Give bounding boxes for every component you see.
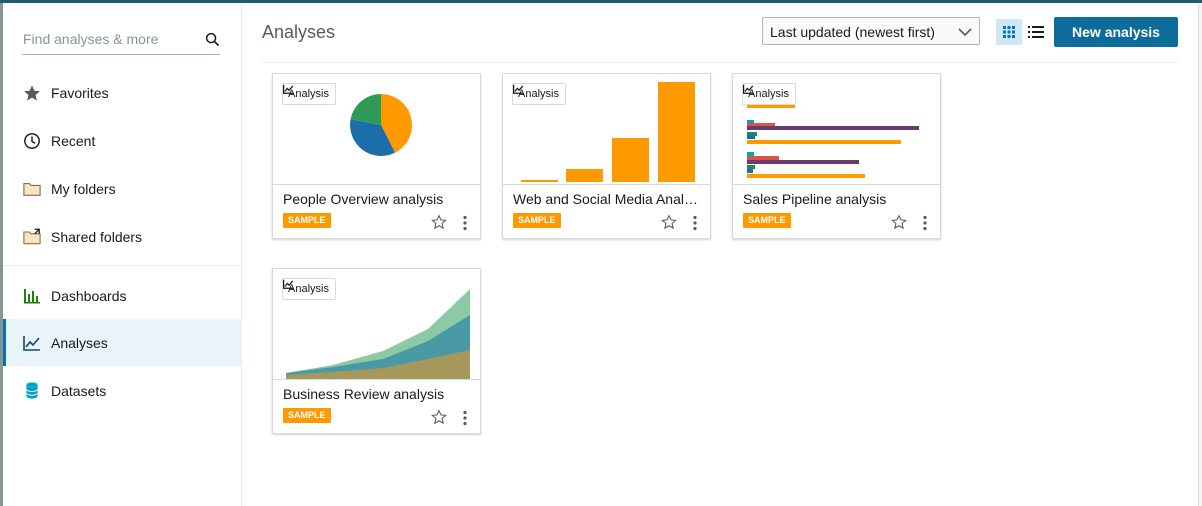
analysis-card[interactable]: Analysis People Overview analysis SAMPLE <box>272 73 481 239</box>
window-left-edge <box>0 3 3 506</box>
new-analysis-button[interactable]: New analysis <box>1054 17 1178 47</box>
card-title[interactable]: People Overview analysis <box>283 191 444 207</box>
sidebar-item-dashboards[interactable]: Dashboards <box>3 272 241 319</box>
sidebar-item-label: Analyses <box>51 334 108 351</box>
more-options-icon[interactable] <box>458 215 472 231</box>
chevron-down-icon <box>958 28 972 37</box>
search-icon[interactable] <box>205 32 220 47</box>
sidebar-item-label: Dashboards <box>51 287 127 304</box>
pie-chart-thumbnail <box>350 94 412 156</box>
header-divider <box>262 62 1178 63</box>
sidebar-item-recent[interactable]: Recent <box>3 117 241 164</box>
sidebar-item-label: Datasets <box>51 382 107 399</box>
card-title[interactable]: Business Review analysis <box>283 386 445 402</box>
sidebar-item-favorites[interactable]: Favorites <box>3 69 241 116</box>
analysis-card[interactable]: Analysis Sales Pipeline analysis SAMPLE <box>732 73 941 239</box>
sidebar-item-label: Favorites <box>51 84 109 101</box>
clock-icon <box>22 131 42 151</box>
sort-select[interactable]: Last updated (newest first) <box>762 17 980 45</box>
grid-icon <box>1003 26 1015 38</box>
sidebar-item-label: My folders <box>51 180 116 197</box>
sidebar-item-label: Recent <box>51 132 96 149</box>
tag-label: Analysis <box>518 88 559 100</box>
analysis-tag: Analysis <box>512 83 566 105</box>
page-title: Analyses <box>262 22 336 42</box>
analysis-icon <box>283 279 294 289</box>
grid-view-toggle[interactable] <box>996 19 1022 45</box>
card-thumbnail: Analysis <box>273 269 480 380</box>
analysis-icon <box>22 333 42 353</box>
analysis-card[interactable]: Analysis Web and Social Media Analysis S… <box>502 73 711 239</box>
sidebar: Find analyses & more Favorites Recent My… <box>3 3 242 506</box>
card-title[interactable]: Sales Pipeline analysis <box>743 191 887 207</box>
analysis-tag: Analysis <box>282 278 336 300</box>
sort-select-value: Last updated (newest first) <box>770 24 935 40</box>
database-icon <box>22 381 42 401</box>
more-options-icon[interactable] <box>458 410 472 426</box>
sidebar-item-analyses[interactable]: Analyses <box>3 319 241 366</box>
tag-label: Analysis <box>748 88 789 100</box>
sample-badge: SAMPLE <box>283 408 331 423</box>
folder-icon <box>22 179 42 199</box>
analysis-icon <box>513 84 524 94</box>
more-options-icon[interactable] <box>688 215 702 231</box>
card-title[interactable]: Web and Social Media Analysis <box>513 191 701 207</box>
search-field[interactable]: Find analyses & more <box>22 30 220 55</box>
tag-label: Analysis <box>288 88 329 100</box>
favorite-star-icon[interactable] <box>661 214 677 230</box>
area-chart-thumbnail <box>286 289 470 379</box>
dashboard-icon <box>22 286 42 306</box>
card-thumbnail: Analysis <box>273 74 480 185</box>
analysis-tag: Analysis <box>282 83 336 105</box>
card-thumbnail: Analysis <box>733 74 940 185</box>
bar-chart-thumbnail <box>521 82 695 182</box>
more-options-icon[interactable] <box>918 215 932 231</box>
shared-folder-icon <box>22 227 42 247</box>
horizontal-bar-chart-thumbnail <box>747 104 919 178</box>
analysis-tag: Analysis <box>742 83 796 105</box>
favorite-star-icon[interactable] <box>431 409 447 425</box>
search-input[interactable]: Find analyses & more <box>23 31 159 47</box>
sample-badge: SAMPLE <box>743 213 791 228</box>
sidebar-divider <box>3 265 241 266</box>
analysis-icon <box>743 84 754 94</box>
favorite-star-icon[interactable] <box>891 214 907 230</box>
star-icon <box>22 83 42 103</box>
card-thumbnail: Analysis <box>503 74 710 185</box>
analysis-card[interactable]: Analysis Business Review analysis SAMPLE <box>272 268 481 434</box>
window-right-edge <box>1198 3 1202 506</box>
favorite-star-icon[interactable] <box>431 214 447 230</box>
tag-label: Analysis <box>288 283 329 295</box>
sidebar-item-datasets[interactable]: Datasets <box>3 367 241 414</box>
sidebar-item-my-folders[interactable]: My folders <box>3 165 241 212</box>
sidebar-item-label: Shared folders <box>51 228 143 245</box>
top-accent-bar <box>0 0 1202 3</box>
list-view-toggle[interactable] <box>1025 19 1047 45</box>
analysis-icon <box>283 84 294 94</box>
list-icon <box>1028 26 1044 38</box>
sidebar-item-shared-folders[interactable]: Shared folders <box>3 213 241 260</box>
sample-badge: SAMPLE <box>513 213 561 228</box>
sample-badge: SAMPLE <box>283 213 331 228</box>
